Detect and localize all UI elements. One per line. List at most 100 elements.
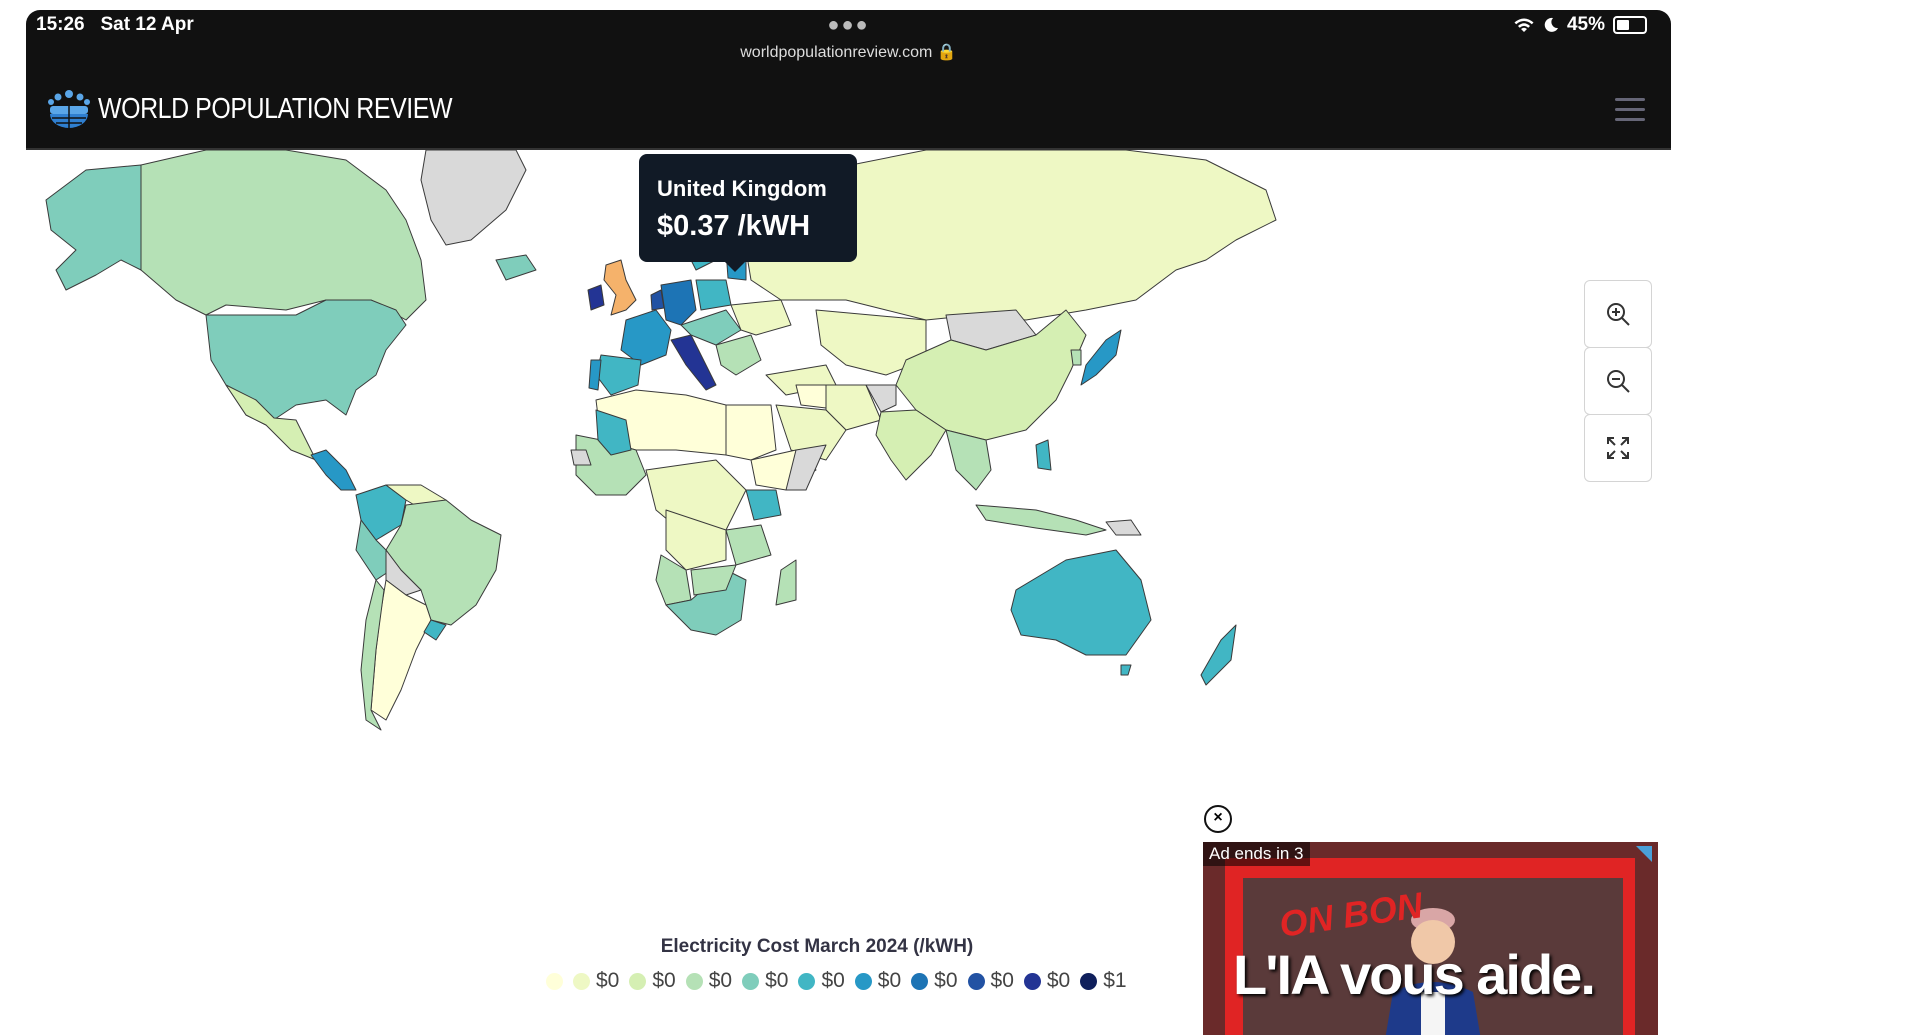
country-saudi (775, 404, 847, 461)
country-mexico (225, 384, 317, 461)
country-chile (360, 579, 385, 731)
map-tooltip: United Kingdom $0.37 /kWH (639, 154, 857, 272)
legend-swatch (854, 972, 872, 990)
country-australia (1010, 549, 1152, 656)
country-central-europe (680, 309, 742, 346)
adchoices-icon[interactable] (1636, 846, 1652, 862)
legend-swatch (798, 972, 816, 990)
zoom-in-button[interactable] (1584, 280, 1652, 348)
video-ad[interactable]: Ad ends in 3 ON BON L'IA vous aide. (1203, 842, 1658, 1035)
legend-item[interactable]: $0 (685, 969, 733, 993)
country-indonesia (975, 504, 1107, 536)
status-date: Sat 12 Apr (100, 14, 194, 35)
legend-item[interactable]: $0 (629, 969, 676, 993)
zoom-out-icon (1607, 370, 1630, 393)
legend-swatch (1023, 972, 1041, 990)
country-new-zealand (1200, 624, 1237, 686)
country-balkans (715, 334, 762, 376)
legend-label: $0 (934, 969, 958, 992)
legend-label: $0 (990, 969, 1014, 992)
country-madagascar (775, 559, 797, 606)
map-legend: $0 $0 $0 $0 $0 $0 $0 $0 $0 $1 (546, 969, 1127, 993)
country-canada (140, 149, 427, 321)
tooltip-value: $0.37 /kWH (657, 210, 811, 242)
legend-swatch (742, 972, 760, 990)
country-iraq (795, 384, 827, 409)
legend-item[interactable]: $0 (742, 969, 788, 993)
legend-item[interactable]: $0 (854, 969, 902, 993)
wifi-icon (1514, 18, 1534, 32)
legend-swatch (911, 972, 929, 990)
country-philippines (1035, 439, 1052, 471)
country-korea (1070, 349, 1082, 366)
country-india (875, 409, 947, 481)
lock-icon: 🔒 (936, 44, 957, 61)
world-map-svg[interactable] (26, 149, 1671, 1035)
status-right: 45% (1513, 14, 1647, 36)
address-bar[interactable]: worldpopulationreview.com 🔒 (26, 42, 1671, 62)
country-iceland (495, 254, 537, 281)
legend-item[interactable]: $0 (967, 969, 1014, 993)
legend-label: $0 (708, 969, 733, 992)
battery-percent: 45% (1566, 14, 1605, 35)
country-italy (670, 334, 717, 391)
ad-close-icon[interactable]: × (1204, 805, 1232, 833)
country-netherlands (650, 289, 665, 311)
country-alaska (45, 164, 142, 291)
country-usa (205, 299, 407, 426)
country-russia (745, 149, 1277, 321)
legend-swatch (629, 972, 647, 990)
country-france (620, 309, 672, 366)
legend-item[interactable]: $0 (1023, 969, 1070, 993)
country-senegal (570, 449, 592, 466)
more-dots-icon[interactable]: ●●● (827, 14, 870, 36)
country-greenland (420, 149, 527, 246)
url-text: worldpopulationreview.com (740, 44, 933, 61)
fullscreen-button[interactable] (1584, 414, 1652, 482)
country-germany (660, 279, 697, 326)
country-uruguay (423, 619, 447, 641)
country-japan (1080, 329, 1122, 386)
tooltip-country: United Kingdom (657, 176, 827, 201)
country-ireland (587, 284, 605, 311)
zoom-out-button[interactable] (1584, 347, 1652, 415)
country-tanzania (725, 524, 772, 566)
country-congo (665, 509, 727, 571)
country-bolivia (385, 549, 422, 596)
legend-swatch (967, 972, 985, 990)
legend-swatch (546, 972, 563, 990)
country-mali (595, 409, 632, 456)
legend-item[interactable]: $1 (1080, 969, 1127, 993)
country-png (1105, 519, 1142, 536)
site-header: WORLD POPULATION REVIEW (26, 74, 1671, 150)
legend-item[interactable]: $0 (573, 969, 619, 993)
legend-label: $0 (877, 969, 902, 992)
legend-item[interactable]: $0 (798, 969, 845, 993)
people-globe-icon (48, 90, 90, 128)
country-spain (595, 354, 642, 396)
legend-swatch (573, 972, 590, 990)
fullscreen-icon (1607, 437, 1629, 459)
country-se-asia (945, 429, 992, 491)
hamburger-icon[interactable] (1615, 98, 1645, 122)
battery-icon (1613, 16, 1647, 34)
legend-swatch (685, 972, 703, 990)
legend-label: $0 (652, 969, 676, 992)
ad-headline: L'IA vous aide. (1233, 943, 1596, 1006)
country-afghanistan (865, 384, 897, 413)
tablet-screen: 15:26 Sat 12 Apr ●●● worldpopulationrevi… (26, 10, 1671, 1035)
legend-item[interactable] (546, 972, 563, 990)
legend-item[interactable]: $0 (911, 969, 958, 993)
ad-scene (1243, 878, 1623, 1035)
site-name: WORLD POPULATION REVIEW (98, 92, 453, 125)
ad-countdown: Ad ends in 3 (1203, 842, 1310, 866)
country-sudan (725, 404, 777, 461)
country-kazakhstan (815, 309, 927, 376)
country-zambia (690, 564, 737, 596)
site-logo[interactable]: WORLD POPULATION REVIEW (48, 88, 510, 130)
choropleth-map[interactable]: Electricity Cost March 2024 (/kWH) $0 $0 $… (26, 149, 1671, 1035)
moon-icon (1544, 17, 1558, 32)
legend-title: Electricity Cost March 2024 (/kWH) (660, 936, 974, 957)
country-tasmania (1120, 664, 1132, 676)
status-bar: 15:26 Sat 12 Apr ●●● worldpopulationrevi… (26, 10, 1671, 74)
